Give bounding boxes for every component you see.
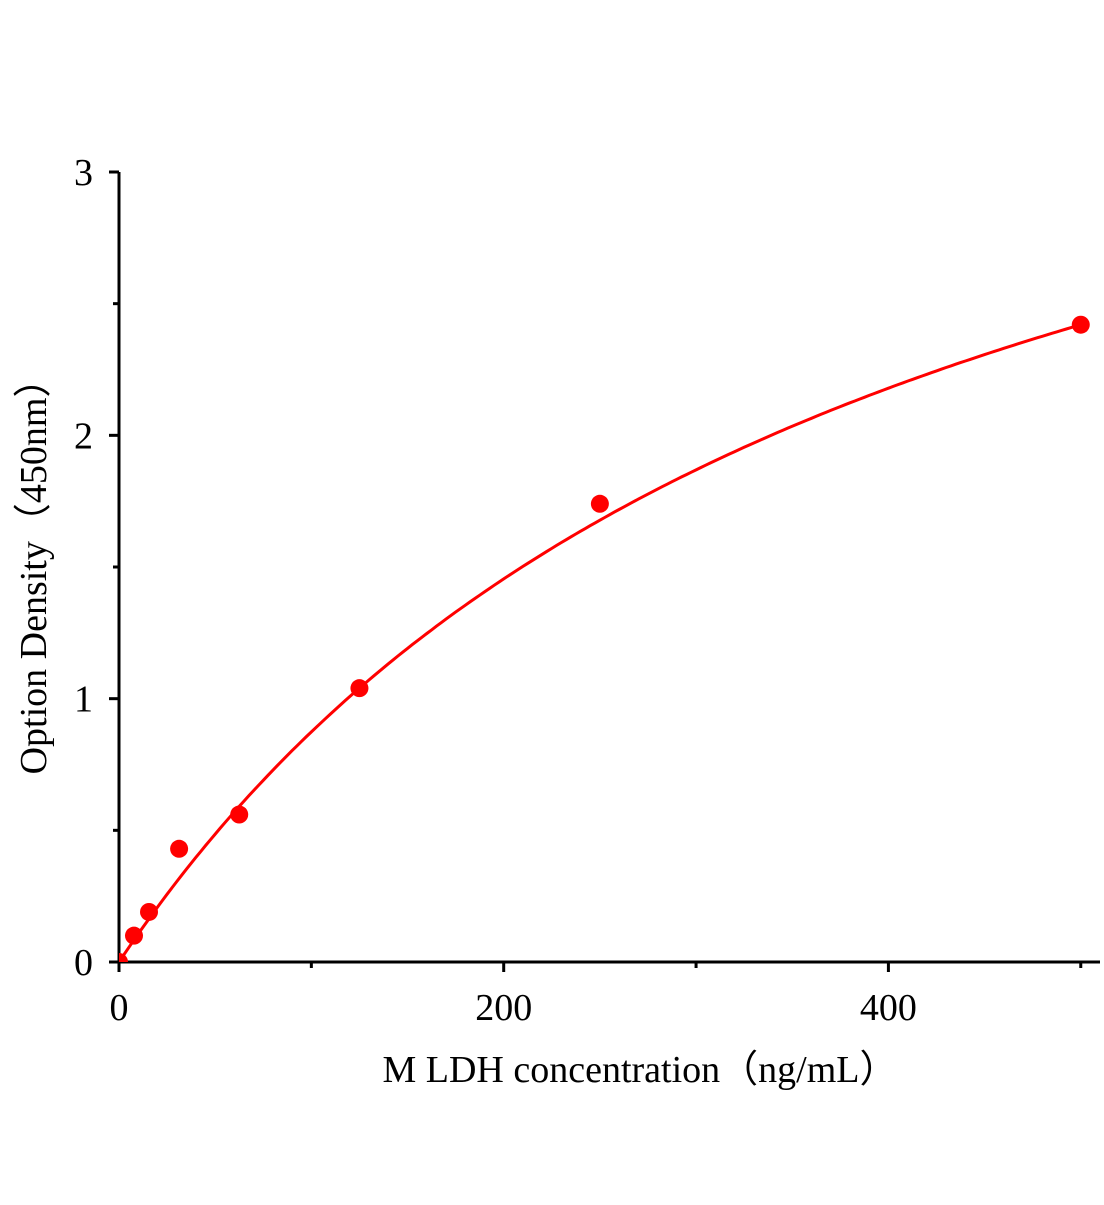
axes: 0 1 2 3 0 200 400 bbox=[74, 152, 1100, 1029]
x-tick-label: 400 bbox=[860, 987, 917, 1029]
data-point bbox=[230, 805, 249, 824]
fit-curve-layer bbox=[119, 323, 1082, 962]
y-axis-label: Option Density（450nm） bbox=[13, 360, 55, 775]
data-point bbox=[140, 902, 159, 921]
data-point bbox=[170, 839, 189, 858]
y-tick-label: 0 bbox=[74, 942, 93, 984]
x-axis-label: M LDH concentration（ng/mL） bbox=[382, 1049, 897, 1091]
y-tick-label: 1 bbox=[74, 679, 93, 721]
data-point bbox=[590, 494, 609, 513]
points-layer bbox=[119, 315, 1090, 962]
data-point bbox=[1071, 315, 1090, 334]
fit-curve bbox=[119, 323, 1082, 962]
data-point bbox=[125, 926, 144, 945]
x-tick-label: 200 bbox=[475, 987, 532, 1029]
y-tick-label: 3 bbox=[74, 152, 93, 194]
x-tick-label: 0 bbox=[110, 987, 129, 1029]
data-point bbox=[119, 953, 128, 962]
y-tick-label: 2 bbox=[74, 415, 93, 457]
data-point bbox=[350, 679, 369, 698]
